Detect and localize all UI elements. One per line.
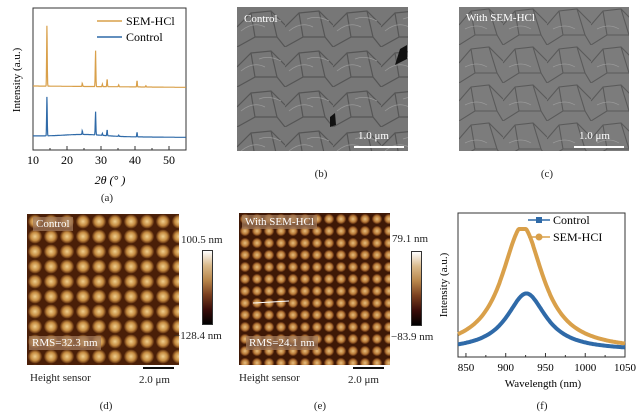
pinhole-defect (395, 45, 407, 65)
circle-marker-icon (535, 233, 543, 241)
colorbar-max-e: 79.1 nm (392, 233, 429, 245)
afm-label-sem-hcl: With SEM-HCl (242, 215, 317, 229)
colorbar-max-d: 100.5 nm (181, 234, 223, 246)
scale-bar-d (143, 367, 174, 369)
pl-y-axis-label: Intensity (a.u.) (440, 252, 450, 317)
panel-letter-e: (e) (313, 400, 327, 412)
afm-label-control: Control (33, 217, 73, 231)
panel-letter-c: (c) (540, 168, 554, 180)
pl-x-tick-label: 950 (537, 362, 554, 374)
xrd-x-tick-label: 40 (129, 153, 141, 167)
scale-bar-c (574, 146, 624, 148)
colorbar-min-e: −83.9 nm (391, 331, 434, 343)
panel-letter-d: (d) (99, 400, 113, 412)
scale-text-d: 2.0 μm (139, 374, 170, 386)
colorbar-d (202, 250, 213, 325)
sem-label-control: Control (244, 13, 278, 25)
xrd-x-tick-label: 20 (61, 153, 73, 167)
pl-x-tick-label: 1000 (574, 362, 597, 374)
pl-plot-frame (457, 212, 626, 358)
pinhole-defect (330, 113, 336, 127)
square-marker-icon (536, 217, 542, 223)
colorbar-min-d: −128.4 nm (174, 330, 222, 342)
afm-sensor-label-e: Height sensor (239, 372, 300, 384)
afm-sensor-label-d: Height sensor (30, 372, 91, 384)
scan-artifact (252, 300, 290, 304)
sem-image-control: Control 1.0 μm (237, 7, 408, 151)
xrd-x-tick-label: 10 (27, 153, 39, 167)
sem-grain-texture (459, 7, 629, 151)
xrd-y-axis-label: Intensity (a.u.) (11, 47, 23, 112)
xrd-plot-frame (32, 7, 187, 151)
panel-letter-a: (a) (100, 192, 114, 204)
pl-legend-label: SEM-HCI (553, 230, 602, 244)
colorbar-e (411, 251, 422, 326)
scale-bar-b (354, 146, 404, 148)
pl-x-tick-label: 850 (458, 362, 475, 374)
pl-chart: 850 900 950 1000 1050 Control SEM-HCI Intensi… (440, 212, 637, 390)
panel-letter-b: (b) (314, 168, 328, 180)
afm-rms-sem-hcl: RMS=24.1 nm (246, 336, 318, 350)
scale-text-e: 2.0 μm (348, 374, 379, 386)
sem-grain-texture (237, 7, 408, 151)
pl-x-tick-label: 900 (497, 362, 514, 374)
pl-x-axis-label: Wavelength (nm) (505, 378, 582, 390)
pl-x-tick-label: 1050 (614, 362, 637, 374)
xrd-x-axis-label: 2θ (° ) (95, 173, 126, 187)
panel-letter-f: (f) (536, 400, 548, 412)
sem-scale-text-c: 1.0 μm (579, 130, 610, 142)
xrd-series-control (33, 96, 186, 138)
sem-image-sem-hcl: With SEM-HCl 1.0 μm (459, 7, 629, 151)
sem-scale-text-b: 1.0 μm (358, 130, 389, 142)
scale-bar-e (353, 367, 384, 369)
xrd-x-tick-label: 30 (95, 153, 107, 167)
afm-image-sem-hcl: With SEM-HCl RMS=24.1 nm (239, 213, 390, 365)
pl-series-sem-hci (457, 227, 626, 346)
xrd-legend-label: SEM-HCl (126, 14, 175, 28)
pl-series-control (457, 291, 626, 350)
pl-legend-label: Control (553, 213, 590, 227)
sem-label-sem-hcl: With SEM-HCl (466, 12, 535, 24)
xrd-chart: 10 20 30 40 50 SEM-HCl Control Intensity (a.u… (11, 7, 187, 187)
afm-image-control: Control RMS=32.3 nm (27, 214, 179, 365)
xrd-legend-label: Control (126, 30, 163, 44)
xrd-series-sem-hcl (33, 25, 186, 88)
xrd-x-tick-label: 50 (163, 153, 175, 167)
afm-rms-control: RMS=32.3 nm (29, 336, 101, 350)
